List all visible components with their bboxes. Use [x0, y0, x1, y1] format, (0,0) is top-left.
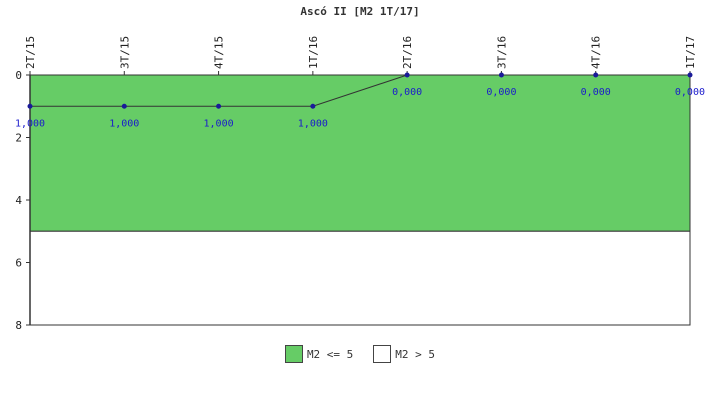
data-label: 1,000 [298, 118, 328, 129]
legend: M2 <= 5 M2 > 5 [0, 345, 720, 363]
data-point [688, 73, 693, 78]
legend-swatch-green [285, 345, 303, 363]
data-point [216, 104, 221, 109]
x-tick-label: 3T/16 [495, 36, 508, 69]
x-tick-label: 1T/17 [684, 36, 697, 69]
x-tick-label: 1T/16 [307, 36, 320, 69]
y-tick-label: 8 [15, 319, 22, 332]
data-label: 1,000 [109, 118, 139, 129]
data-label: 0,000 [675, 87, 705, 98]
data-label: 1,000 [15, 118, 45, 129]
x-tick-label: 4T/15 [213, 36, 226, 69]
legend-item-white: M2 > 5 [373, 345, 435, 363]
legend-swatch-white [373, 345, 391, 363]
data-point [122, 104, 127, 109]
chart-title: Ascó II [M2 1T/17] [300, 5, 419, 18]
data-point [593, 73, 598, 78]
band-0 [30, 75, 690, 231]
y-tick-label: 2 [15, 132, 22, 145]
x-tick-label: 2T/16 [401, 36, 414, 69]
y-tick-label: 0 [15, 69, 22, 82]
legend-item-green: M2 <= 5 [285, 345, 353, 363]
legend-label-green: M2 <= 5 [307, 348, 353, 361]
data-label: 0,000 [581, 87, 611, 98]
data-label: 1,000 [204, 118, 234, 129]
data-point [405, 73, 410, 78]
data-label: 0,000 [486, 87, 516, 98]
y-tick-label: 6 [15, 257, 22, 270]
y-tick-labels: 0 2 4 6 8 [15, 69, 30, 332]
threshold-bands [30, 75, 690, 325]
x-tick-label: 3T/15 [118, 36, 131, 69]
data-point [499, 73, 504, 78]
legend-label-white: M2 > 5 [395, 348, 435, 361]
data-point [28, 104, 33, 109]
x-tick-label: 2T/15 [24, 36, 37, 69]
data-label: 0,000 [392, 87, 422, 98]
data-point [310, 104, 315, 109]
band-1 [30, 231, 690, 325]
x-tick-labels: 2T/15 3T/15 4T/15 1T/16 2T/16 3T/16 4T/16 1T/17 [24, 36, 697, 75]
y-tick-label: 4 [15, 194, 22, 207]
x-tick-label: 4T/16 [590, 36, 603, 69]
